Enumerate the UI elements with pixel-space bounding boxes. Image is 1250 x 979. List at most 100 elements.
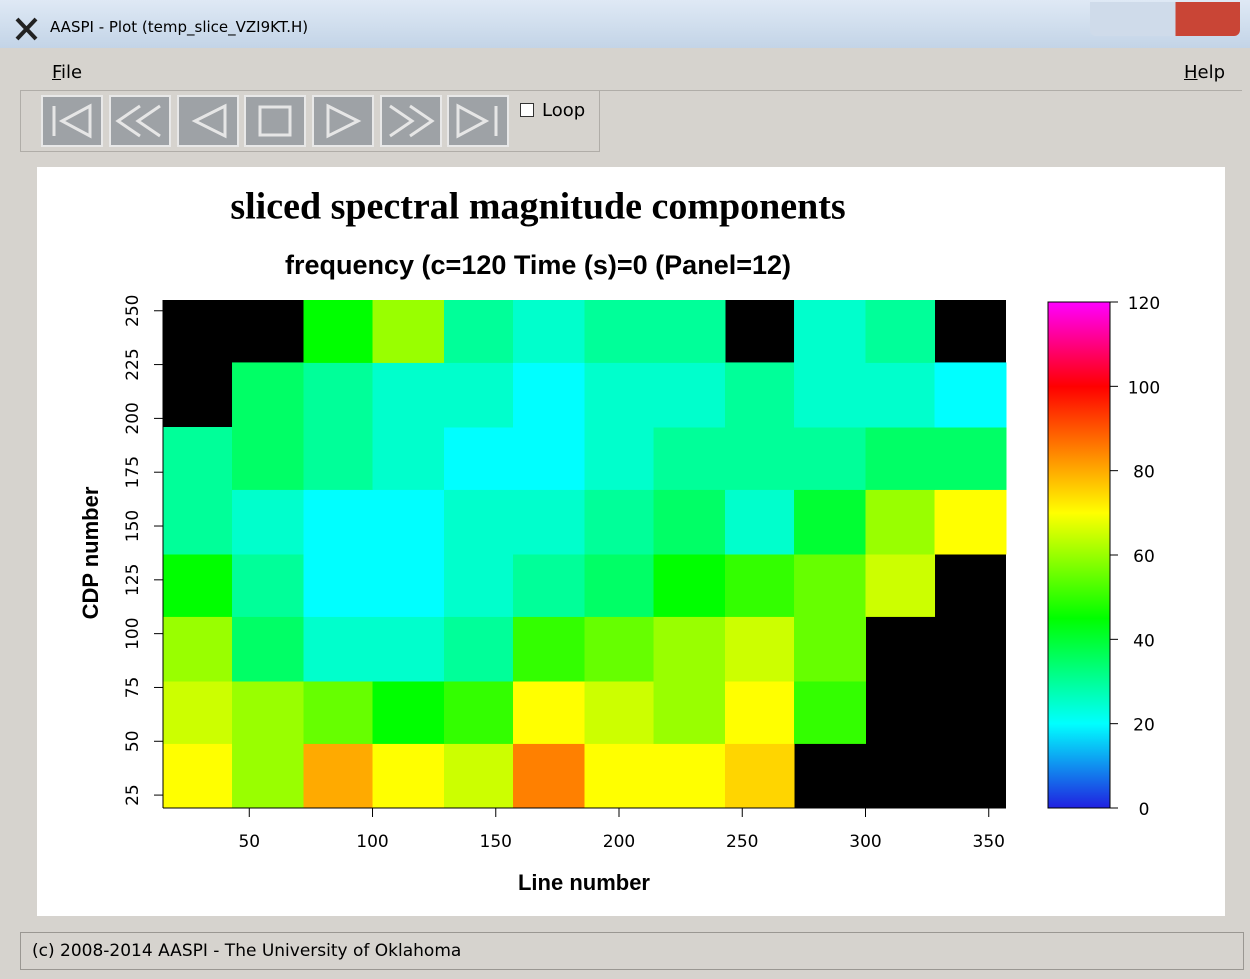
heat-cell <box>725 554 795 617</box>
y-tick-label: 125 <box>123 564 143 596</box>
colorbar-tick-label: 40 <box>1133 631 1155 651</box>
heat-cell <box>794 489 866 554</box>
heat-cell <box>725 427 795 490</box>
x-tick-label: 200 <box>603 832 635 852</box>
y-tick-label: 50 <box>123 730 143 752</box>
heat-cell <box>444 743 514 808</box>
colorbar-tick-label: 60 <box>1133 547 1155 567</box>
heat-cell <box>585 743 655 808</box>
colorbar-tick-label: 0 <box>1139 800 1150 820</box>
heat-cell <box>866 554 936 617</box>
x-tick-label: 300 <box>849 832 881 852</box>
y-tick-label: 100 <box>123 617 143 649</box>
heat-cell <box>794 362 866 427</box>
heat-cell <box>444 554 514 617</box>
heat-cell <box>513 616 585 681</box>
heat-cell <box>163 616 233 681</box>
heat-cell <box>373 362 445 427</box>
heat-cell <box>304 554 374 617</box>
heat-cell <box>585 554 655 617</box>
heat-cell <box>304 616 374 681</box>
heat-cell <box>513 681 585 744</box>
heat-cell <box>866 489 936 554</box>
heat-cell <box>304 681 374 744</box>
heat-cell <box>585 489 655 554</box>
heat-cell <box>373 554 445 617</box>
colorbar-tick-label: 80 <box>1133 463 1155 483</box>
y-tick-label: 25 <box>123 784 143 806</box>
heat-cell <box>654 427 726 490</box>
x-tick-label: 350 <box>973 832 1005 852</box>
heat-cell <box>513 300 585 363</box>
heat-cell <box>654 489 726 554</box>
heat-cell <box>444 489 514 554</box>
heat-cell <box>373 427 445 490</box>
heat-cell <box>304 300 374 363</box>
y-axis-label: CDP number <box>78 486 103 619</box>
heat-cell <box>585 616 655 681</box>
heat-cell <box>232 681 304 744</box>
colorbar <box>1048 302 1110 808</box>
heat-cell <box>444 362 514 427</box>
heat-cell <box>725 616 795 681</box>
colorbar-tick-label: 120 <box>1128 294 1160 314</box>
heat-cell <box>513 743 585 808</box>
heat-cell <box>444 427 514 490</box>
heat-cell <box>585 362 655 427</box>
heat-cell <box>654 362 726 427</box>
heat-cell <box>935 362 1007 427</box>
x-axis-label: Line number <box>518 870 650 895</box>
heat-cell <box>373 616 445 681</box>
heat-cell <box>163 554 233 617</box>
chart-subtitle: frequency (c=120 Time (s)=0 (Panel=12) <box>285 250 791 280</box>
colorbar-tick-label: 20 <box>1133 716 1155 736</box>
heat-cell <box>585 427 655 490</box>
heat-cell <box>513 489 585 554</box>
heat-cell <box>794 616 866 681</box>
chart-title: sliced spectral magnitude components <box>230 186 845 228</box>
y-tick-label: 175 <box>123 456 143 488</box>
x-tick-label: 50 <box>238 832 260 852</box>
chart: sliced spectral magnitude components fre… <box>0 0 1250 979</box>
heat-cell <box>304 362 374 427</box>
heat-cell <box>794 554 866 617</box>
heat-cell <box>163 427 233 490</box>
heat-cell <box>513 554 585 617</box>
heat-cell <box>304 743 374 808</box>
heat-cell <box>373 681 445 744</box>
y-tick-label: 225 <box>123 348 143 380</box>
heat-cell <box>935 427 1007 490</box>
heat-cell <box>373 489 445 554</box>
heat-cell <box>232 489 304 554</box>
heat-cell <box>444 300 514 363</box>
heat-cell <box>654 681 726 744</box>
heat-cell <box>513 362 585 427</box>
heat-cell <box>232 743 304 808</box>
heat-cell <box>866 300 936 363</box>
heat-cell <box>163 743 233 808</box>
heat-cell <box>725 743 795 808</box>
heat-cell <box>725 362 795 427</box>
x-tick-label: 250 <box>726 832 758 852</box>
x-tick-label: 100 <box>356 832 388 852</box>
y-tick-label: 200 <box>123 402 143 434</box>
heat-cell <box>163 489 233 554</box>
heat-cell <box>232 554 304 617</box>
heat-cell <box>654 616 726 681</box>
heat-cell <box>866 362 936 427</box>
heat-cell <box>794 300 866 363</box>
window: AASPI - Plot (temp_slice_VZI9KT.H) File … <box>0 0 1250 979</box>
heat-cell <box>232 362 304 427</box>
heat-cell <box>444 616 514 681</box>
heat-cell <box>232 616 304 681</box>
heat-cell <box>725 681 795 744</box>
heat-cell <box>304 489 374 554</box>
heat-cell <box>585 681 655 744</box>
y-tick-label: 250 <box>123 295 143 327</box>
colorbar-tick-label: 100 <box>1128 378 1160 398</box>
x-tick-label: 150 <box>480 832 512 852</box>
heat-cell <box>163 681 233 744</box>
heat-cell <box>794 681 866 744</box>
y-tick-label: 75 <box>123 677 143 699</box>
heat-cell <box>304 427 374 490</box>
